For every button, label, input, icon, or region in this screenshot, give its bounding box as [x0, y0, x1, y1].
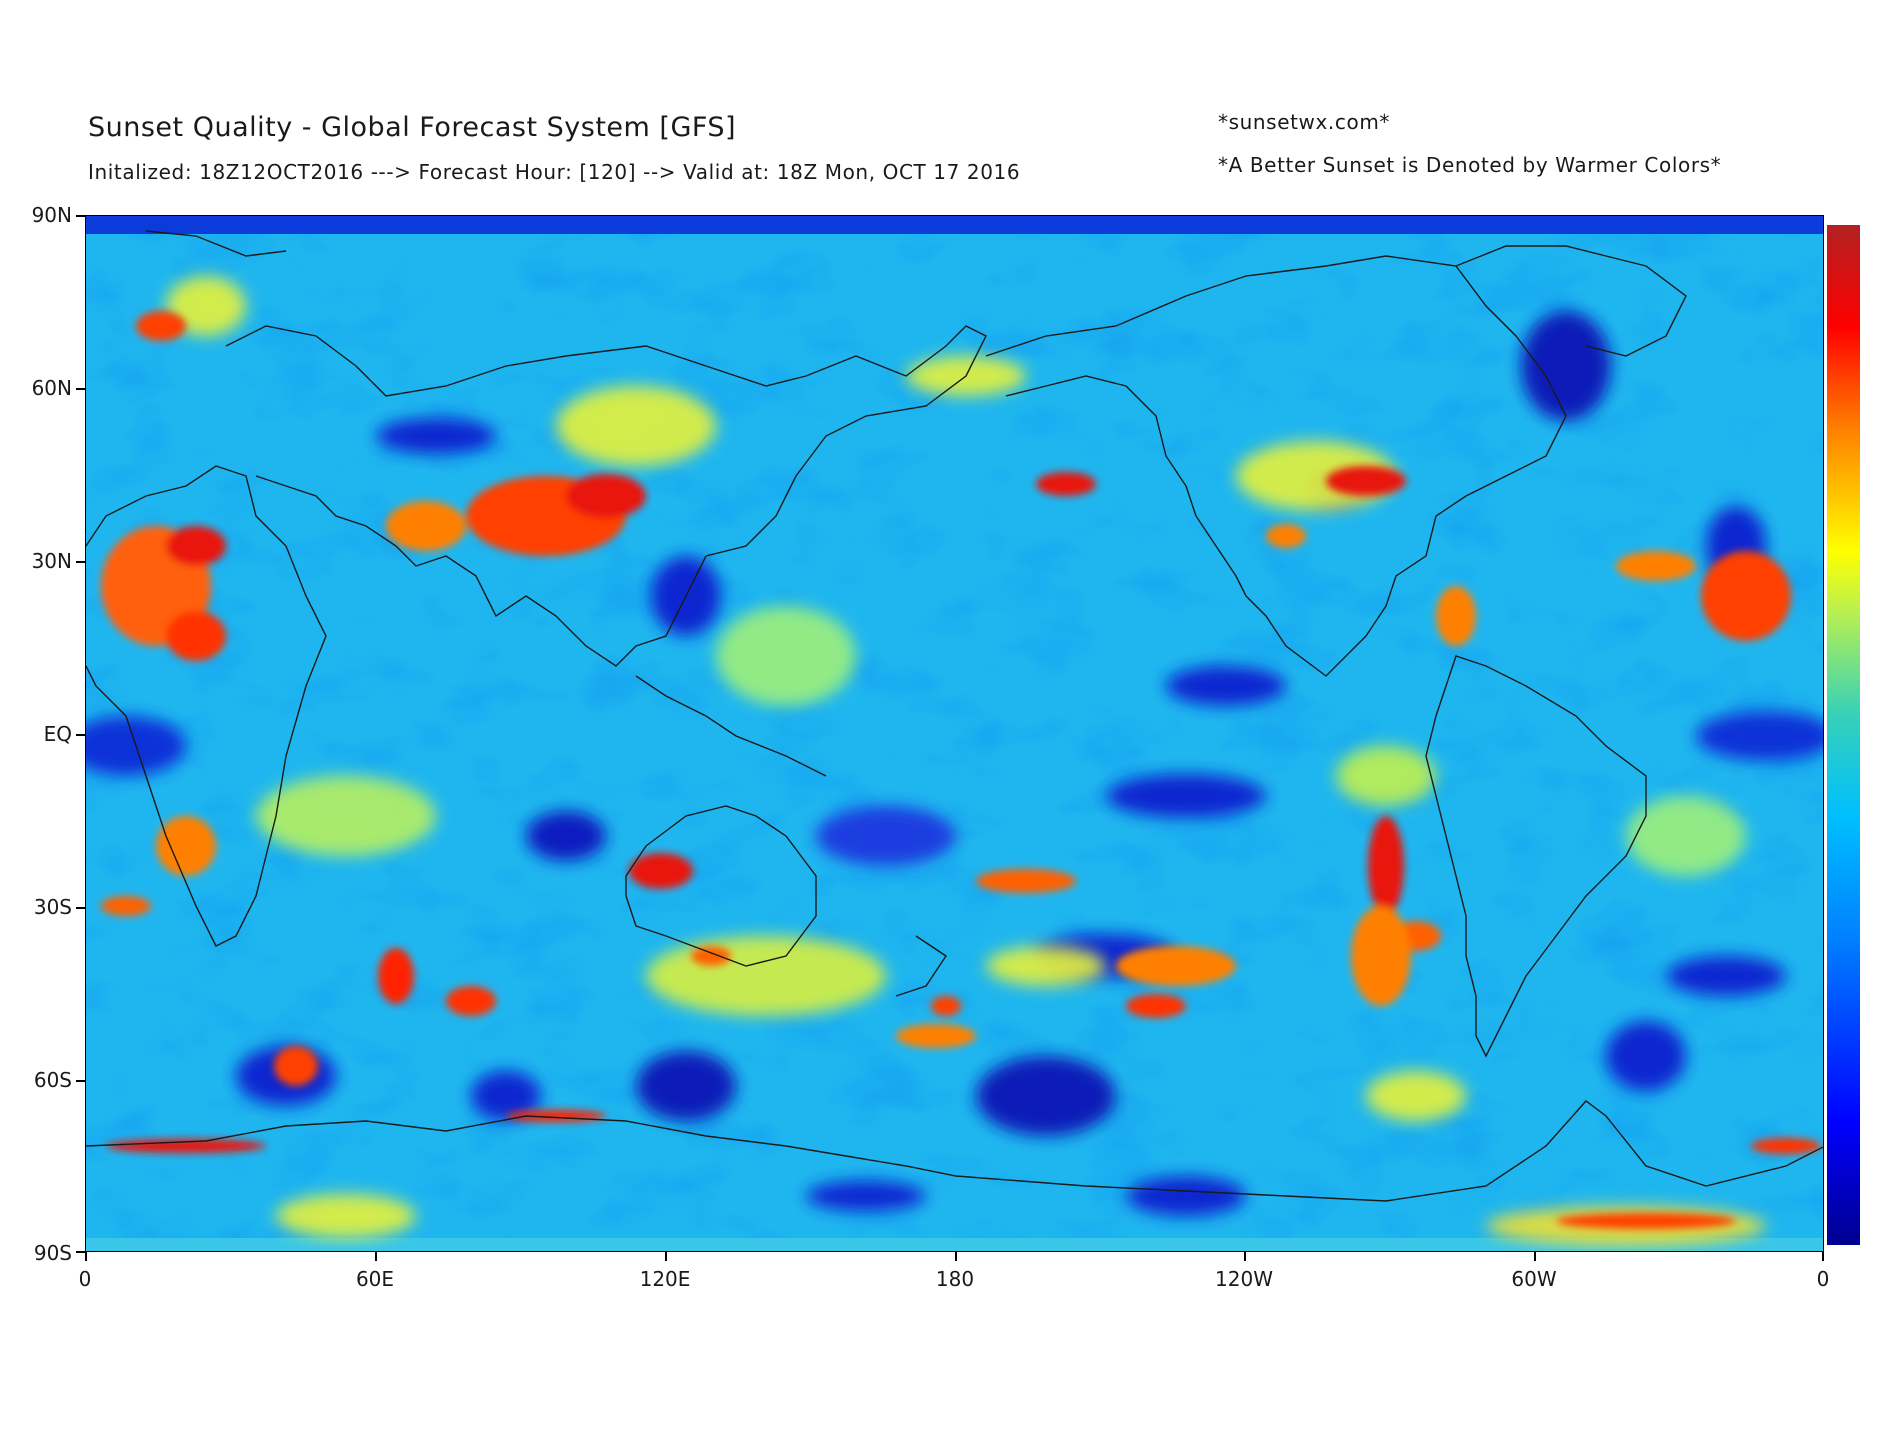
lon-tick-60e: 60E — [355, 1267, 395, 1291]
lat-tick-mark — [76, 215, 85, 217]
lon-tick-mark — [955, 1252, 957, 1261]
lon-tick-mark — [1244, 1252, 1246, 1261]
lon-tick-120w: 120W — [1215, 1267, 1273, 1291]
lon-tick-mark — [1534, 1252, 1536, 1261]
lat-tick-30n: 30N — [31, 549, 72, 573]
yellow-green-zones — [166, 276, 1766, 1246]
lat-tick-mark — [76, 561, 85, 563]
antarctica-coast — [86, 1100, 1823, 1202]
lon-tick-mark — [665, 1252, 667, 1261]
north-america-coast — [985, 255, 1567, 677]
coastlines — [86, 230, 1823, 1202]
lon-tick-120e: 120E — [639, 1267, 691, 1291]
lat-tick-mark — [76, 1251, 85, 1253]
map-title: Sunset Quality - Global Forecast System … — [88, 112, 737, 143]
lat-tick-30s: 30S — [33, 895, 72, 919]
lon-tick-0: 0 — [78, 1267, 92, 1291]
site-credit: *sunsetwx.com* — [1218, 110, 1391, 134]
lat-tick-mark — [76, 734, 85, 736]
lon-tick-180: 180 — [935, 1267, 975, 1291]
color-note: *A Better Sunset is Denoted by Warmer Co… — [1218, 153, 1722, 177]
lon-tick-60w: 60W — [1511, 1267, 1557, 1291]
map-canvas — [86, 216, 1823, 1251]
indonesia-coast — [635, 675, 827, 777]
australia-coast — [625, 805, 817, 967]
new-zealand-coast — [895, 935, 947, 997]
warm-hotspots — [101, 311, 1821, 1229]
lat-tick-60s: 60S — [33, 1068, 72, 1092]
dark-blue-systems — [86, 311, 1823, 1216]
south-america-coast — [1425, 655, 1647, 1058]
greenland-coast — [1455, 245, 1687, 357]
lon-tick-0-east: 0 — [1816, 1267, 1830, 1291]
lat-tick-90n: 90N — [31, 203, 72, 227]
colorbar-gradient — [1827, 225, 1860, 1245]
lat-tick-mark — [76, 907, 85, 909]
lat-tick-90s: 90S — [33, 1241, 72, 1265]
map-subtitle: Initalized: 18Z12OCT2016 ---> Forecast H… — [88, 160, 1021, 184]
lat-tick-60n: 60N — [31, 376, 72, 400]
lon-tick-mark — [375, 1252, 377, 1261]
lat-tick-mark — [76, 388, 85, 390]
arctic-islands — [145, 230, 287, 257]
lat-tick-mark — [76, 1080, 85, 1082]
colorbar — [1827, 225, 1860, 1245]
north-polar-band — [86, 216, 1823, 234]
lat-tick-eq: EQ — [43, 722, 72, 746]
africa-coast — [86, 465, 327, 947]
lon-tick-mark — [1822, 1252, 1824, 1261]
eurasia-coast — [225, 325, 987, 667]
sunset-quality-map — [85, 215, 1824, 1252]
south-polar-band — [86, 1238, 1823, 1251]
lon-tick-mark — [85, 1252, 87, 1261]
